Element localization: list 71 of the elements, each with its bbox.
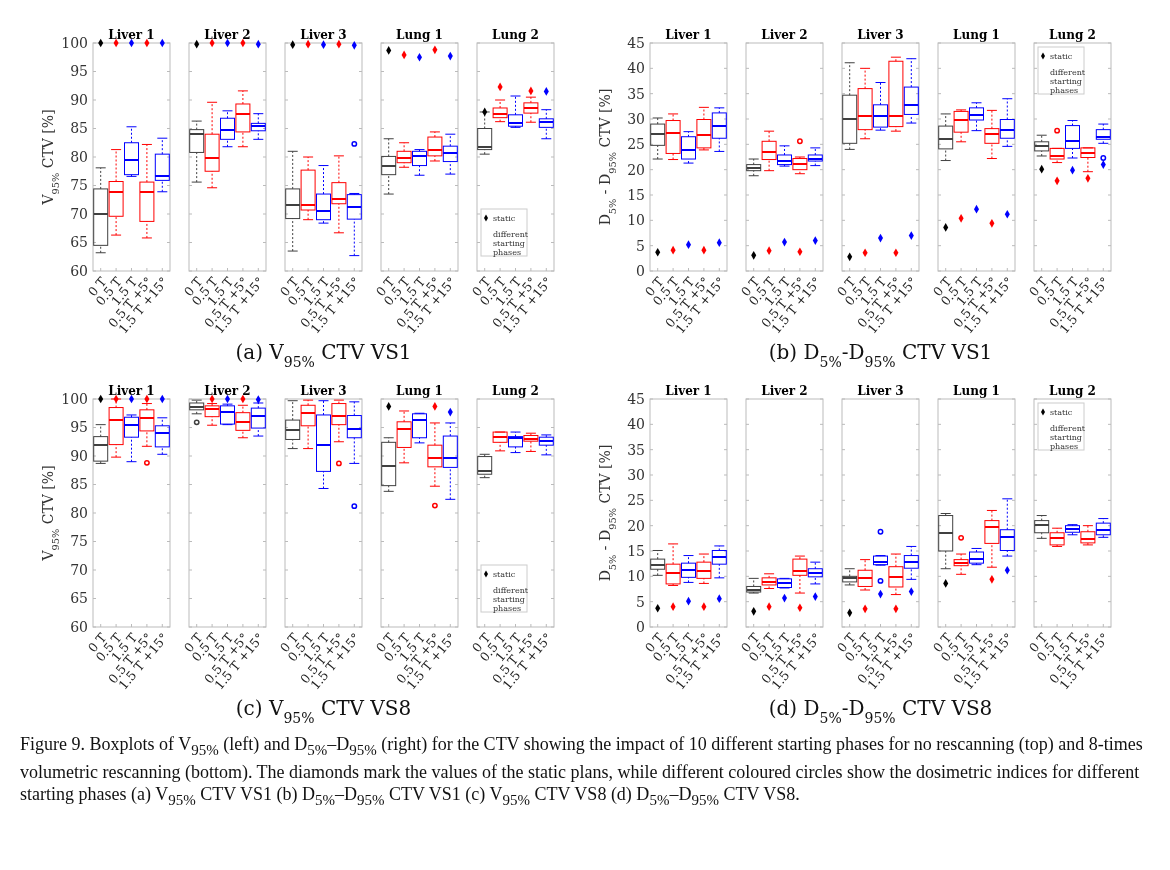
y-tick-label: 100 — [61, 34, 88, 51]
legend-title: different starting phases — [1050, 423, 1086, 451]
y-tick-label: 70 — [70, 561, 88, 578]
chart-title: Lung 1 — [953, 28, 1000, 42]
y-tick-label: 20 — [627, 161, 645, 178]
y-tick-label: 10 — [627, 568, 645, 585]
chart-title: Liver 3 — [857, 384, 904, 398]
y-tick-label: 65 — [70, 234, 88, 251]
text: (b) D$_{5%}$-D$_{95%}$ CTV VS1 — [768, 340, 993, 370]
y-tick-label: 65 — [70, 590, 88, 607]
text: (c) V$_{95%}$ CTV VS8 — [235, 696, 412, 726]
chart-title: Liver 2 — [761, 384, 808, 398]
y-tick-label: 80 — [70, 504, 88, 521]
y-tick-label: 85 — [70, 120, 88, 137]
y-tick-label: 0 — [636, 618, 645, 635]
y-tick-label: 5 — [636, 237, 645, 254]
legend-title: different starting phases — [493, 585, 529, 613]
y-tick-label: 45 — [627, 34, 645, 51]
y-tick-label: 35 — [627, 85, 645, 102]
y-tick-label: 70 — [70, 205, 88, 222]
text: (d) D$_{5%}$-D$_{95%}$ CTV VS8 — [768, 696, 993, 726]
y-tick-label: 95 — [70, 63, 88, 80]
chart-title: Lung 1 — [396, 28, 443, 42]
legend-label: static — [1050, 407, 1073, 417]
legend-title: different starting phases — [1050, 67, 1086, 95]
y-tick-label: 15 — [627, 186, 645, 203]
y-tick-label: 90 — [70, 91, 88, 108]
y-tick-label: 45 — [627, 390, 645, 407]
y-tick-label: 75 — [70, 177, 88, 194]
chart-title: Lung 2 — [1049, 28, 1096, 42]
chart-title: Lung 2 — [1049, 384, 1096, 398]
y-tick-label: 90 — [70, 447, 88, 464]
chart-title: Lung 2 — [492, 384, 539, 398]
legend-label: static — [493, 569, 516, 579]
chart-title: Liver 2 — [204, 28, 251, 42]
chart-title: Lung 2 — [492, 28, 539, 42]
y-tick-label: 95 — [70, 419, 88, 436]
y-tick-label: 10 — [627, 212, 645, 229]
y-tick-label: 0 — [636, 262, 645, 279]
chart-title: Liver 1 — [108, 28, 155, 42]
chart-title: Liver 1 — [665, 384, 712, 398]
y-tick-label: 35 — [627, 441, 645, 458]
y-tick-label: 60 — [70, 262, 88, 279]
y-tick-label: 85 — [70, 476, 88, 493]
y-tick-label: 100 — [61, 390, 88, 407]
chart-title: Liver 3 — [857, 28, 904, 42]
y-tick-label: 80 — [70, 148, 88, 165]
y-tick-label: 25 — [627, 136, 645, 153]
chart-title: Liver 3 — [300, 384, 347, 398]
chart-title: Lung 1 — [953, 384, 1000, 398]
y-tick-label: 40 — [627, 416, 645, 433]
y-tick-label: 60 — [70, 618, 88, 635]
chart-title: Liver 1 — [108, 384, 155, 398]
y-tick-label: 5 — [636, 593, 645, 610]
text: Figure 9. Boxplots of V$_{95%}$ (left) and D$_{5%}$–D$_{95%}$ (right) for the CTV showing the impact of 10 different starting phases for no rescanning (top) and 8-times volumetric rescanning (bottom). The diamonds mark the values of the static plans, while different coloured circles show the dosimetric indices for different starting phases (a) V$_{95%}$ CTV VS1 (b) D$_{5%}$–D$_{95%}$ CTV VS1 (c) V$_{95%}$ CTV VS8 (d) D$_{5%}$–D$_{95%}$ CTV VS8. — [20, 734, 1143, 808]
legend-label: static — [1050, 51, 1073, 61]
y-tick-label: 30 — [627, 466, 645, 483]
text: (a) V$_{95%}$ CTV VS1 — [235, 340, 412, 370]
y-tick-label: 75 — [70, 533, 88, 550]
chart-title: Liver 2 — [761, 28, 808, 42]
y-tick-label: 15 — [627, 542, 645, 559]
y-tick-label: 25 — [627, 492, 645, 509]
y-tick-label: 20 — [627, 517, 645, 534]
legend-title: different starting phases — [493, 229, 529, 257]
chart-title: Lung 1 — [396, 384, 443, 398]
chart-title: Liver 2 — [204, 384, 251, 398]
y-tick-label: 30 — [627, 110, 645, 127]
y-tick-label: 40 — [627, 60, 645, 77]
chart-title: Liver 1 — [665, 28, 712, 42]
legend-label: static — [493, 213, 516, 223]
chart-title: Liver 3 — [300, 28, 347, 42]
